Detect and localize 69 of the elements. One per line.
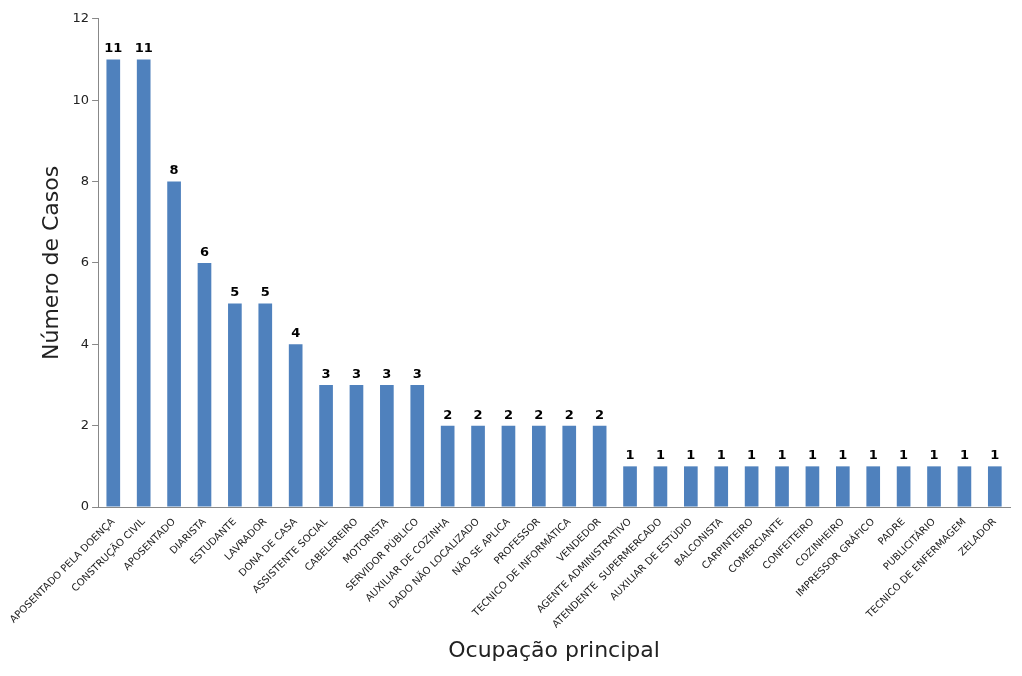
bar (775, 466, 789, 507)
bar (714, 466, 729, 507)
bar (683, 466, 698, 507)
bar (471, 425, 485, 507)
data-label: 1 (959, 447, 969, 463)
data-label: 5 (230, 284, 240, 300)
bar (319, 384, 333, 507)
data-label: 2 (443, 406, 453, 422)
bar (835, 466, 850, 507)
data-label: 1 (838, 447, 848, 463)
bar (349, 384, 364, 507)
bar (380, 384, 394, 507)
bar (258, 303, 273, 507)
data-label: 2 (473, 406, 483, 422)
data-label: 1 (868, 447, 878, 463)
data-label: 3 (382, 365, 392, 381)
bar (805, 466, 820, 507)
y-axis-title: Número de Casos (38, 165, 64, 360)
x-axis-title: Ocupação principal (448, 636, 660, 662)
data-label: 2 (534, 406, 544, 422)
bar (957, 466, 972, 507)
bar (197, 262, 212, 507)
bar (410, 384, 425, 507)
bar (532, 425, 546, 507)
data-label: 1 (686, 447, 696, 463)
bar (927, 466, 941, 507)
y-tick-label: 10 (72, 91, 90, 107)
data-label: 6 (199, 243, 209, 259)
bar (106, 59, 121, 507)
data-label: 1 (899, 447, 909, 463)
data-label: 3 (321, 365, 331, 381)
data-label: 1 (777, 447, 787, 463)
data-label: 5 (260, 284, 270, 300)
data-label: 1 (807, 447, 817, 463)
data-label: 1 (747, 447, 757, 463)
data-label: 3 (412, 365, 422, 381)
y-tick-label: 6 (80, 254, 90, 270)
y-tick-label: 8 (80, 172, 90, 188)
bar (288, 344, 303, 507)
bar (987, 466, 1002, 507)
y-tick-label: 0 (80, 498, 90, 514)
data-label: 2 (595, 406, 605, 422)
data-label: 1 (655, 447, 665, 463)
y-tick-label: 2 (80, 417, 90, 433)
bar (562, 425, 577, 507)
data-label: 1 (625, 447, 635, 463)
data-label: 2 (564, 406, 574, 422)
bar (167, 181, 181, 507)
data-label: 11 (134, 40, 153, 56)
y-tick-label: 12 (72, 10, 90, 26)
bar (592, 425, 607, 507)
data-label: 8 (169, 162, 179, 178)
data-label: 1 (929, 447, 939, 463)
bar (896, 466, 911, 507)
bar (440, 425, 455, 507)
bar (623, 466, 637, 507)
bar (866, 466, 881, 507)
bar (744, 466, 759, 507)
y-tick-label: 4 (80, 335, 90, 351)
data-label: 2 (503, 406, 513, 422)
data-label: 4 (291, 325, 301, 341)
bar (653, 466, 668, 507)
bar (136, 59, 151, 507)
data-label: 1 (716, 447, 726, 463)
data-label: 1 (990, 447, 1000, 463)
bar (501, 425, 516, 507)
bar (228, 303, 242, 507)
data-label: 3 (351, 365, 361, 381)
data-label: 11 (104, 40, 123, 56)
